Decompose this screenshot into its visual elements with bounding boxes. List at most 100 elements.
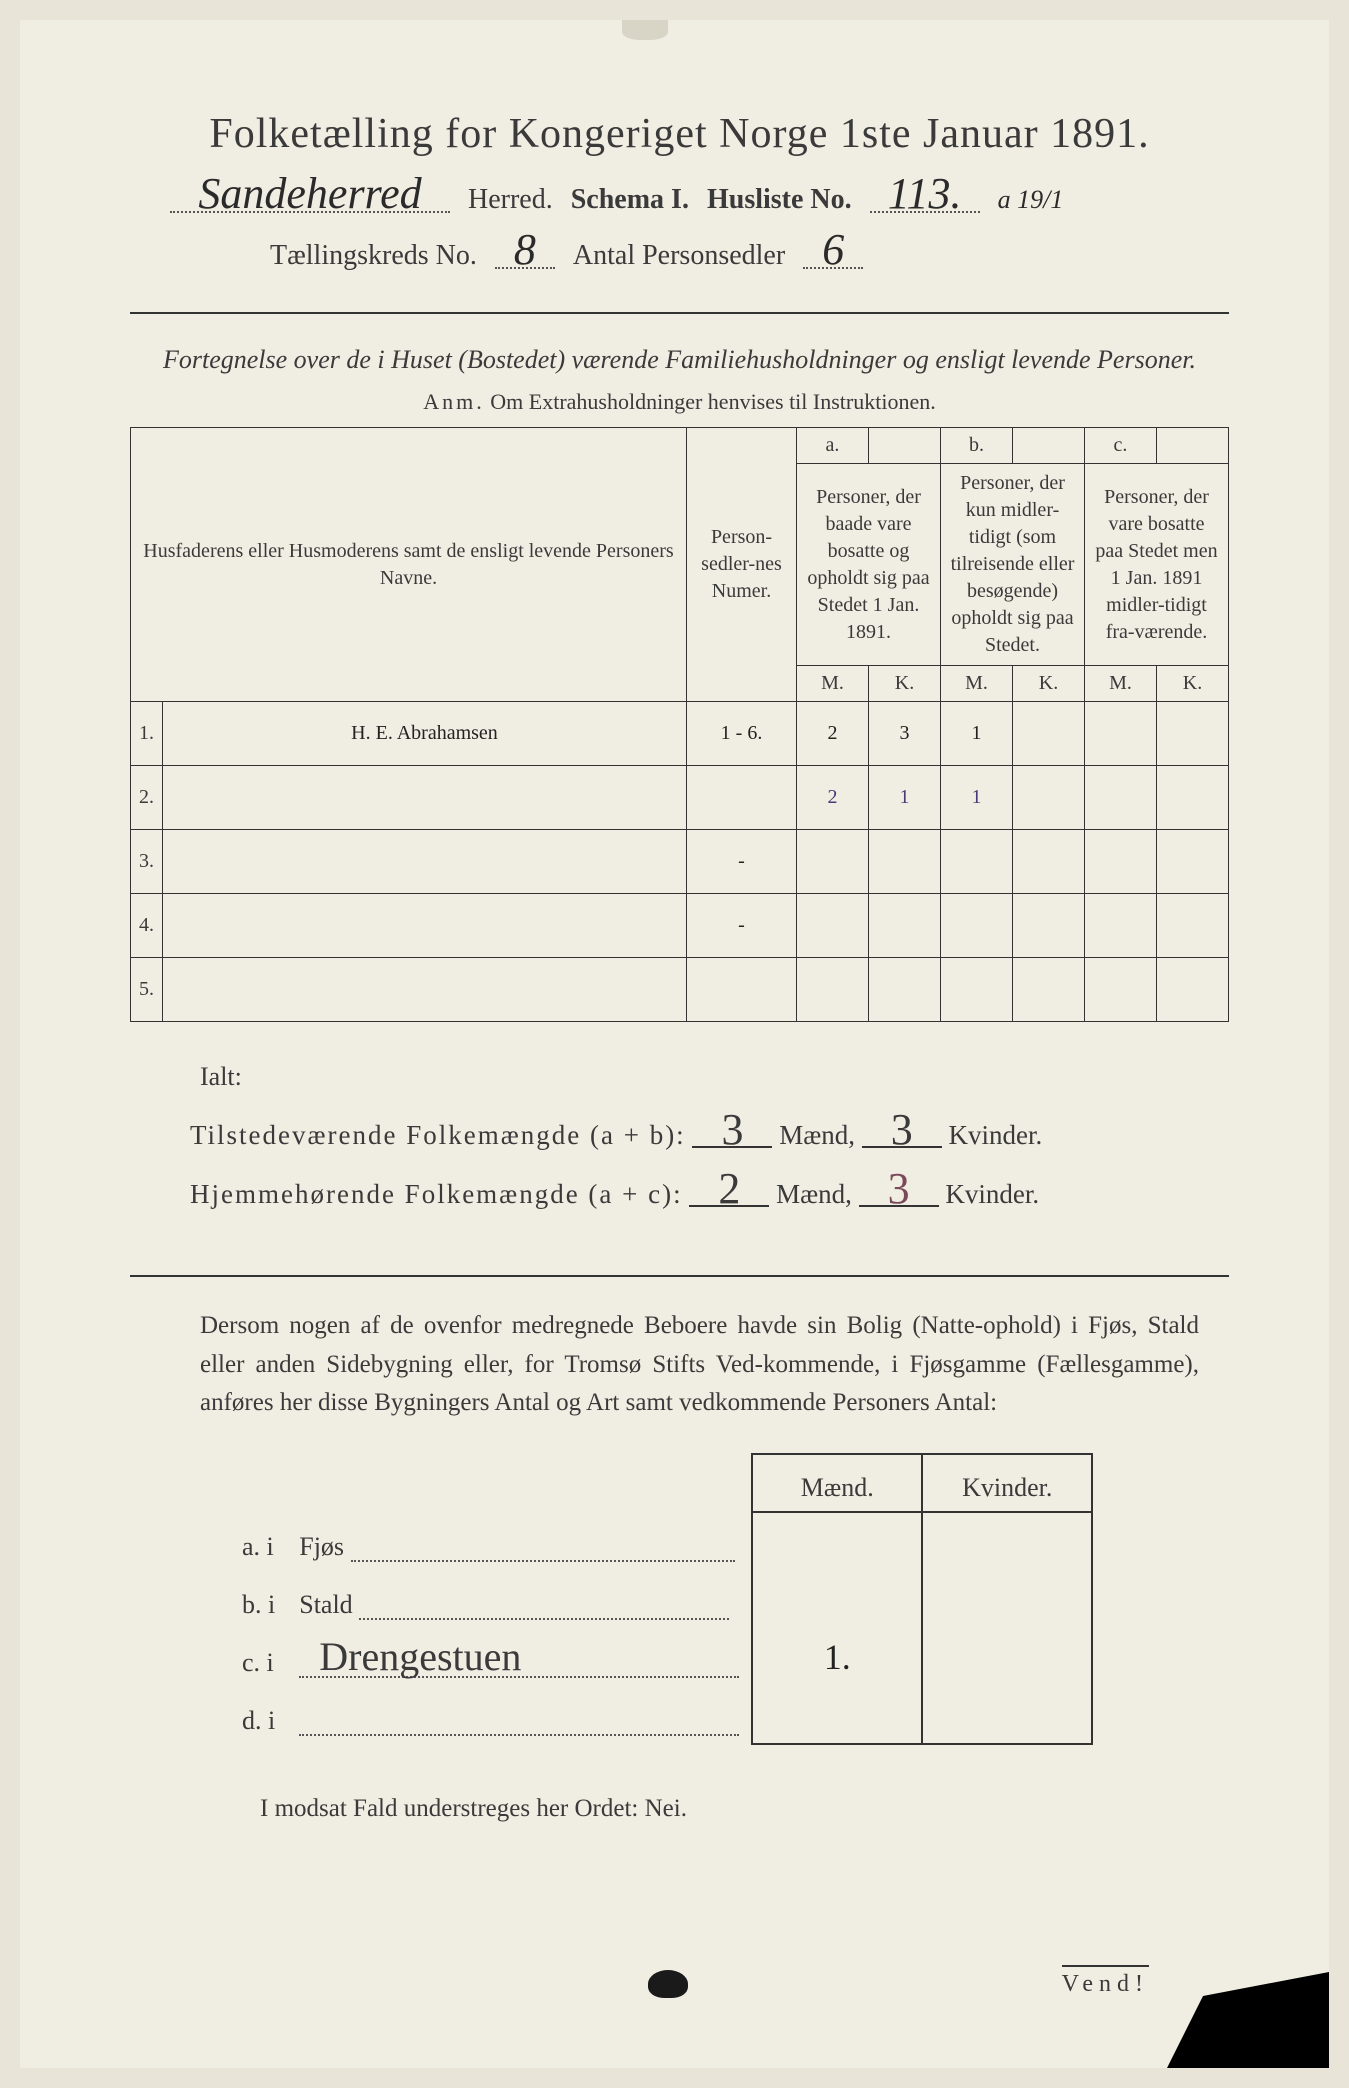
building-row-label: c. i	[230, 1628, 287, 1686]
totals-block: Tilstedeværende Folkemængde (a + b): 3 M…	[190, 1106, 1229, 1225]
row-c-m	[1085, 766, 1157, 830]
ink-blot	[648, 1970, 688, 1998]
page-title: Folketælling for Kongeriget Norge 1ste J…	[130, 110, 1229, 158]
row-a-m: 2	[797, 702, 869, 766]
subtitle: Fortegnelse over de i Huset (Bostedet) v…	[130, 340, 1229, 379]
anm-note: Anm. Om Extrahusholdninger henvises til …	[130, 389, 1229, 415]
row-num	[687, 766, 797, 830]
building-row-label: a. i	[230, 1512, 287, 1570]
row-name	[163, 766, 687, 830]
col-a-k: K.	[869, 666, 941, 702]
table-row: 1.H. E. Abrahamsen1 - 6.231	[131, 702, 1229, 766]
row-a-m: 2	[797, 766, 869, 830]
census-form-page: Folketælling for Kongeriget Norge 1ste J…	[20, 20, 1329, 2068]
row-b-m: 1	[941, 766, 1013, 830]
building-row-place: Fjøs	[287, 1512, 752, 1570]
col-header-name: Husfaderens eller Husmoderens samt de en…	[131, 428, 687, 702]
totals-1-label: Tilstedeværende Folkemængde (a + b):	[190, 1120, 686, 1150]
lower-spacer-2	[287, 1454, 752, 1512]
anm-text: Om Extrahusholdninger henvises til Instr…	[490, 389, 935, 414]
col-b-k: K.	[1013, 666, 1085, 702]
household-table: Husfaderens eller Husmoderens samt de en…	[130, 427, 1229, 1022]
row-b-m	[941, 958, 1013, 1022]
totals-2-m: 2	[689, 1174, 769, 1207]
row-c-k	[1157, 894, 1229, 958]
kreds-value: 8	[495, 232, 555, 269]
table-row: 4.-	[131, 894, 1229, 958]
totals-line-1: Tilstedeværende Folkemængde (a + b): 3 M…	[190, 1106, 1229, 1165]
building-row: c. iDrengestuen1.	[230, 1628, 1092, 1686]
row-c-m	[1085, 830, 1157, 894]
lower-kvinder-header: Kvinder.	[922, 1454, 1092, 1512]
col-b-label-ext	[1013, 428, 1085, 464]
husliste-suffix: a 19/1	[998, 190, 1064, 211]
row-b-k	[1013, 894, 1085, 958]
row-number: 5.	[131, 958, 163, 1022]
row-a-m	[797, 830, 869, 894]
col-c-k: K.	[1157, 666, 1229, 702]
building-row-k	[922, 1512, 1092, 1570]
row-number: 3.	[131, 830, 163, 894]
table-row: 3. -	[131, 830, 1229, 894]
building-row: b. iStald	[230, 1570, 1092, 1628]
row-a-k	[869, 958, 941, 1022]
totals-line-2: Hjemmehørende Folkemængde (a + c): 2 Mæn…	[190, 1165, 1229, 1224]
row-a-k	[869, 894, 941, 958]
row-c-k	[1157, 958, 1229, 1022]
maend-label-2: Mænd,	[776, 1179, 852, 1209]
row-c-m	[1085, 894, 1157, 958]
divider-2	[130, 1275, 1229, 1277]
divider	[130, 312, 1229, 314]
row-num: -	[687, 894, 797, 958]
paper-tear	[622, 20, 668, 40]
building-row-m	[752, 1512, 922, 1570]
row-a-k	[869, 830, 941, 894]
building-row-label: b. i	[230, 1570, 287, 1628]
schema-label: Schema I.	[571, 184, 689, 216]
table-row: 2.211	[131, 766, 1229, 830]
header-row-1: Sandeherred Herred. Schema I. Husliste N…	[130, 176, 1229, 216]
building-row-m: 1.	[752, 1628, 922, 1686]
building-row-m	[752, 1686, 922, 1744]
row-name	[163, 958, 687, 1022]
kvinder-label-2: Kvinder.	[945, 1179, 1039, 1209]
row-name	[163, 830, 687, 894]
table-row: 5.	[131, 958, 1229, 1022]
antal-value: 6	[803, 232, 863, 269]
row-num: 1 - 6.	[687, 702, 797, 766]
totals-2-label: Hjemmehørende Folkemængde (a + c):	[190, 1179, 683, 1209]
vend-label: Vend!	[1062, 1965, 1149, 1998]
instruction-paragraph: Dersom nogen af de ovenfor medregnede Be…	[200, 1307, 1199, 1423]
row-a-k: 1	[869, 766, 941, 830]
row-num	[687, 958, 797, 1022]
row-c-k	[1157, 830, 1229, 894]
row-b-k	[1013, 958, 1085, 1022]
building-table: Mænd. Kvinder. a. iFjøs b. iStald c. iDr…	[230, 1453, 1093, 1745]
col-header-num: Person-sedler-nes Numer.	[687, 428, 797, 702]
col-c-m: M.	[1085, 666, 1157, 702]
building-row-k	[922, 1628, 1092, 1686]
husliste-label: Husliste No.	[707, 184, 852, 216]
row-a-m	[797, 958, 869, 1022]
row-name	[163, 894, 687, 958]
col-b-m: M.	[941, 666, 1013, 702]
row-b-m	[941, 830, 1013, 894]
row-b-m: 1	[941, 702, 1013, 766]
row-num: -	[687, 830, 797, 894]
col-a-label-ext	[869, 428, 941, 464]
col-a-m: M.	[797, 666, 869, 702]
col-c-label: c.	[1085, 428, 1157, 464]
totals-1-k: 3	[862, 1115, 942, 1148]
row-c-m	[1085, 958, 1157, 1022]
kvinder-label-1: Kvinder.	[948, 1120, 1042, 1150]
building-row-m	[752, 1570, 922, 1628]
building-row-place: Drengestuen	[287, 1628, 752, 1686]
maend-label-1: Mænd,	[779, 1120, 855, 1150]
col-b-desc: Personer, der kun midler-tidigt (som til…	[941, 464, 1085, 666]
row-number: 1.	[131, 702, 163, 766]
building-row-k	[922, 1686, 1092, 1744]
ialt-label: Ialt:	[200, 1062, 1229, 1092]
row-c-k	[1157, 702, 1229, 766]
row-c-m	[1085, 702, 1157, 766]
col-c-label-ext	[1157, 428, 1229, 464]
